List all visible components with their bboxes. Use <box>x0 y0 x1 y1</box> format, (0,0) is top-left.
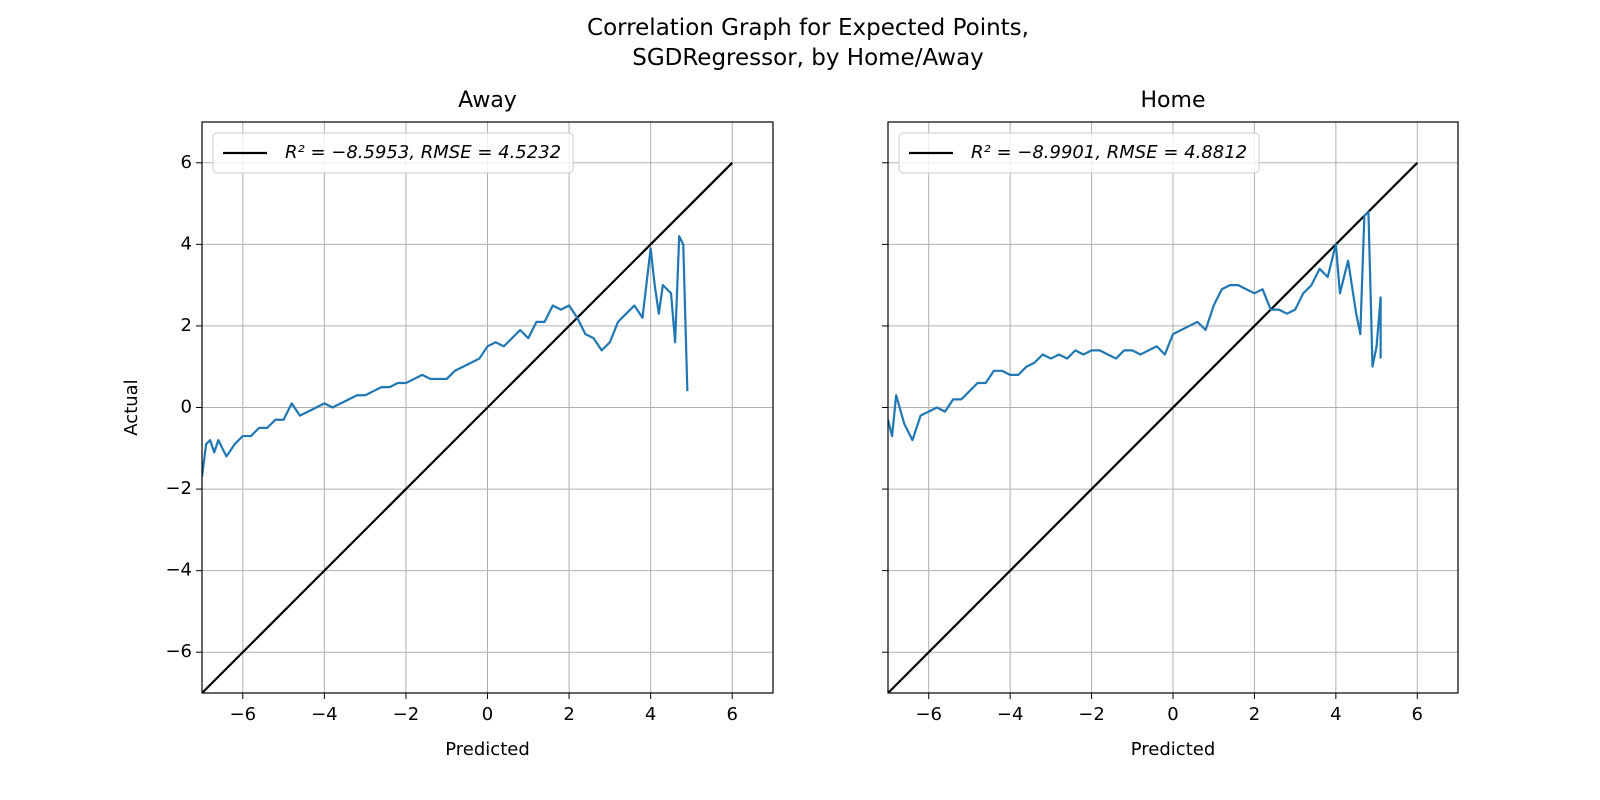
y-tick-label: −2 <box>165 478 192 499</box>
data-line <box>888 210 1382 442</box>
x-tick-label: −4 <box>311 704 338 725</box>
y-axis-label: Actual <box>121 379 142 435</box>
legend-box <box>898 132 1260 174</box>
data-line <box>202 235 689 477</box>
axes-frame <box>887 121 1459 694</box>
x-tick-label: 6 <box>726 704 737 725</box>
y-tick-label: 4 <box>181 233 192 254</box>
axes-title: Home <box>1141 88 1206 113</box>
figure-title: Correlation Graph for Expected Points, SG… <box>587 15 1029 71</box>
y-tick-label: 0 <box>181 397 192 418</box>
x-tick-label: −6 <box>230 704 257 725</box>
axes-frame <box>201 121 774 694</box>
x-tick-label: 0 <box>1167 704 1178 725</box>
axes-title: Away <box>458 88 517 113</box>
x-tick-label: −6 <box>915 704 942 725</box>
y-tick-label: −6 <box>165 641 192 662</box>
x-tick-label: 4 <box>1330 704 1341 725</box>
data-line <box>888 162 1419 693</box>
y-tick-label: 2 <box>181 315 192 336</box>
x-tick-label: −4 <box>997 704 1024 725</box>
x-axis-label: Predicted <box>445 739 530 760</box>
x-tick-label: 2 <box>563 704 574 725</box>
x-axis-label: Predicted <box>1131 739 1216 760</box>
legend-label: R² = −8.5953, RMSE = 4.5232 <box>285 142 561 163</box>
x-tick-label: 2 <box>1249 704 1260 725</box>
x-tick-label: 0 <box>482 704 493 725</box>
legend-box <box>212 132 574 174</box>
legend-label: R² = −8.9901, RMSE = 4.8812 <box>971 142 1247 163</box>
x-tick-label: −2 <box>1078 704 1105 725</box>
x-tick-label: 4 <box>645 704 656 725</box>
y-tick-label: 6 <box>181 152 192 173</box>
y-tick-label: −4 <box>165 560 192 581</box>
x-tick-label: 6 <box>1412 704 1423 725</box>
x-tick-label: −2 <box>393 704 420 725</box>
data-line <box>202 162 733 693</box>
